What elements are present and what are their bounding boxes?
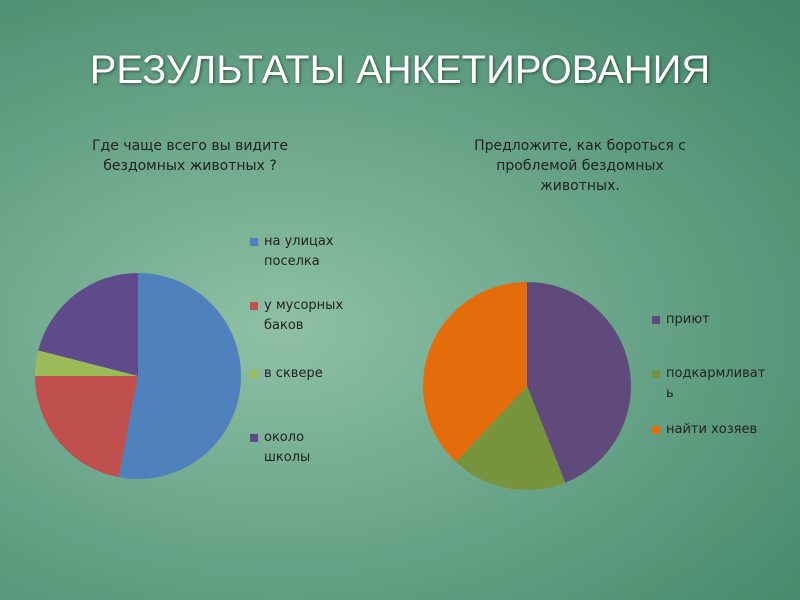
pie-slice (35, 350, 138, 376)
legend-entry: подкармливать (652, 364, 766, 404)
legend-swatch (250, 370, 258, 378)
pie-slice (423, 282, 527, 462)
legend-entry: около школы (250, 428, 352, 468)
legend-entry: приют (652, 310, 766, 330)
legend-entry: у мусорных баков (250, 296, 352, 336)
legend-entry: найти хозяев (652, 420, 766, 440)
chart-title: Предложите, как бороться с проблемой без… (474, 138, 686, 194)
legend-swatch (250, 238, 258, 246)
pie-slice (38, 273, 139, 376)
pie-slice (455, 386, 566, 491)
legend-swatch (652, 370, 660, 378)
pie-slice (118, 273, 241, 479)
pie-slice (527, 282, 631, 483)
legend-entry: в сквере (250, 364, 352, 384)
legend-swatch (250, 434, 258, 442)
chart-title: Где чаще всего вы видите бездомных живот… (92, 138, 288, 174)
pie-slice (35, 376, 138, 478)
legend-entry: на улицах поселка (250, 232, 352, 272)
legend-swatch (652, 316, 660, 324)
legend-swatch (250, 302, 258, 310)
legend-swatch (652, 426, 660, 434)
slide-title: РЕЗУЛЬТАТЫ АНКЕТИРОВАНИЯ (89, 48, 711, 92)
